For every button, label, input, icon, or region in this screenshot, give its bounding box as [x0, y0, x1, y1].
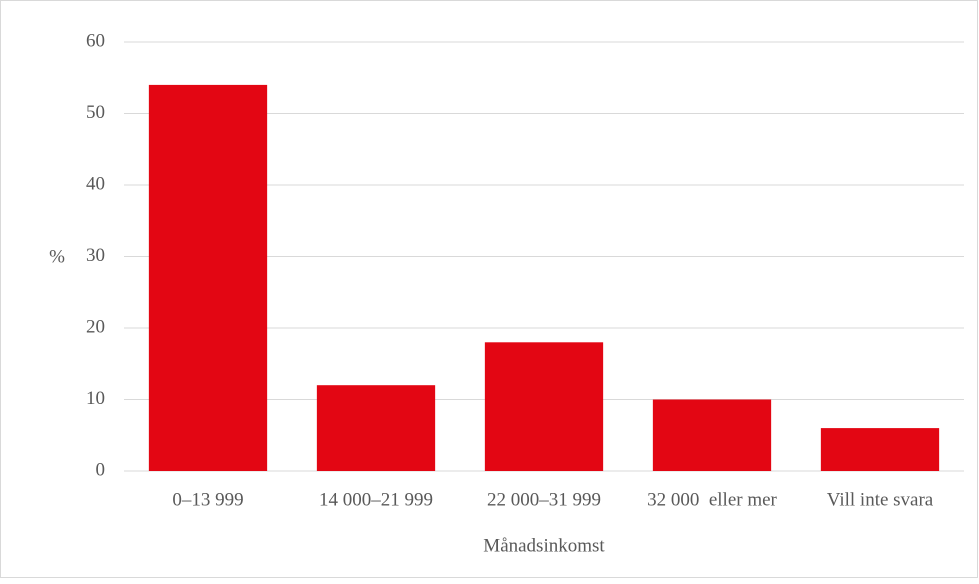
bar — [820, 428, 940, 471]
y-tick-label: 10 — [86, 388, 105, 409]
x-axis-label: Månadsinkomst — [483, 535, 605, 556]
x-tick-label: 32 000 eller mer — [647, 489, 777, 510]
x-tick-label: Vill inte svara — [827, 489, 934, 510]
bar — [652, 399, 772, 471]
y-axis-label: % — [49, 246, 65, 267]
y-tick-label: 40 — [86, 173, 105, 194]
y-tick-label: 60 — [86, 30, 105, 51]
y-tick-label: 30 — [86, 245, 105, 266]
bar — [316, 385, 436, 471]
y-tick-label: 20 — [86, 316, 105, 337]
x-tick-label: 22 000–31 999 — [487, 489, 601, 510]
bar — [148, 84, 268, 472]
y-tick-label: 0 — [96, 459, 106, 480]
x-tick-label: 14 000–21 999 — [319, 489, 433, 510]
x-tick-label: 0–13 999 — [172, 489, 243, 510]
y-tick-label: 50 — [86, 102, 105, 123]
bar — [484, 342, 604, 471]
